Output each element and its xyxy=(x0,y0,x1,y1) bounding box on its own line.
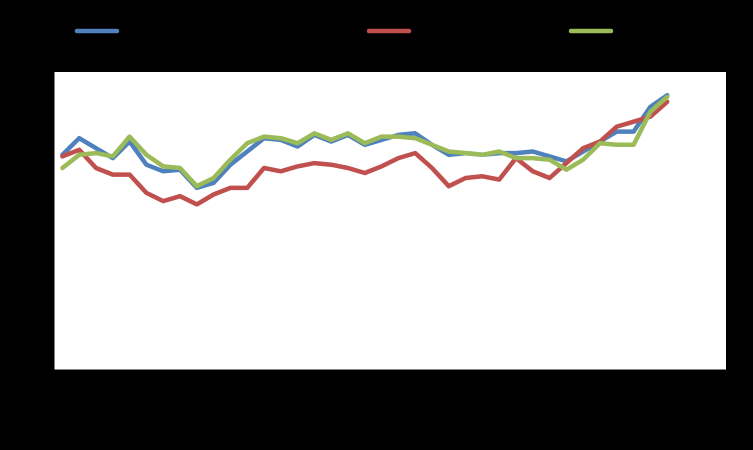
plot-area xyxy=(54,72,726,370)
series-line-3 xyxy=(60,94,670,189)
series-layer xyxy=(60,92,670,207)
series-line-2 xyxy=(60,99,670,207)
axes xyxy=(49,71,727,375)
